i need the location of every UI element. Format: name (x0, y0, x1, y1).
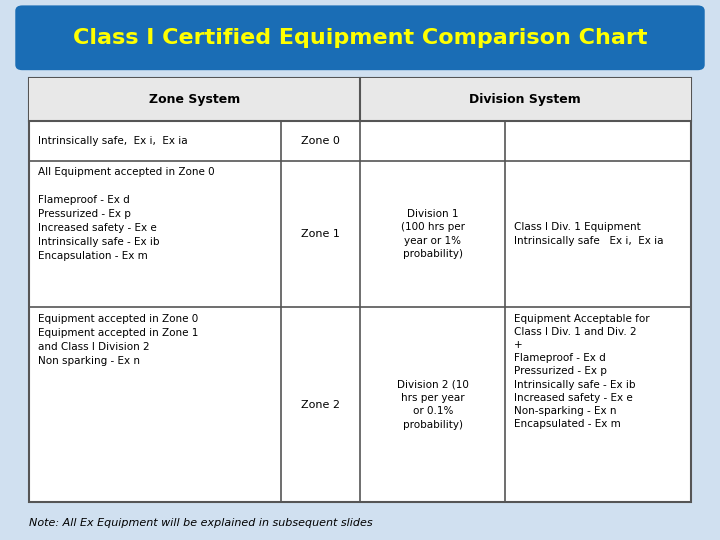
Text: Division System: Division System (469, 93, 581, 106)
Text: Zone System: Zone System (149, 93, 240, 106)
Text: Division 2 (10
hrs per year
or 0.1%
probability): Division 2 (10 hrs per year or 0.1% prob… (397, 380, 469, 429)
Bar (30, 78, 690, 502)
Text: Class I Certified Equipment Comparison Chart: Class I Certified Equipment Comparison C… (73, 28, 647, 48)
Text: Zone 1: Zone 1 (301, 229, 340, 239)
Text: Equipment accepted in Zone 0
Equipment accepted in Zone 1
and Class I Division 2: Equipment accepted in Zone 0 Equipment a… (37, 314, 198, 366)
Text: Zone 0: Zone 0 (301, 136, 340, 146)
Text: Class I Div. 1 Equipment
Intrinsically safe   Ex i,  Ex ia: Class I Div. 1 Equipment Intrinsically s… (514, 222, 663, 246)
Text: Note: All Ex Equipment will be explained in subsequent slides: Note: All Ex Equipment will be explained… (30, 518, 373, 528)
Text: Intrinsically safe,  Ex i,  Ex ia: Intrinsically safe, Ex i, Ex ia (37, 136, 187, 146)
Bar (30, 78, 690, 120)
Text: All Equipment accepted in Zone 0

Flameproof - Ex d
Pressurized - Ex p
Increased: All Equipment accepted in Zone 0 Flamepr… (37, 167, 215, 261)
Text: Zone 2: Zone 2 (301, 400, 340, 410)
Text: Division 1
(100 hrs per
year or 1%
probability): Division 1 (100 hrs per year or 1% proba… (401, 210, 464, 259)
FancyBboxPatch shape (15, 5, 705, 70)
Text: Equipment Acceptable for
Class I Div. 1 and Div. 2
+
Flameproof - Ex d
Pressuriz: Equipment Acceptable for Class I Div. 1 … (514, 314, 649, 429)
